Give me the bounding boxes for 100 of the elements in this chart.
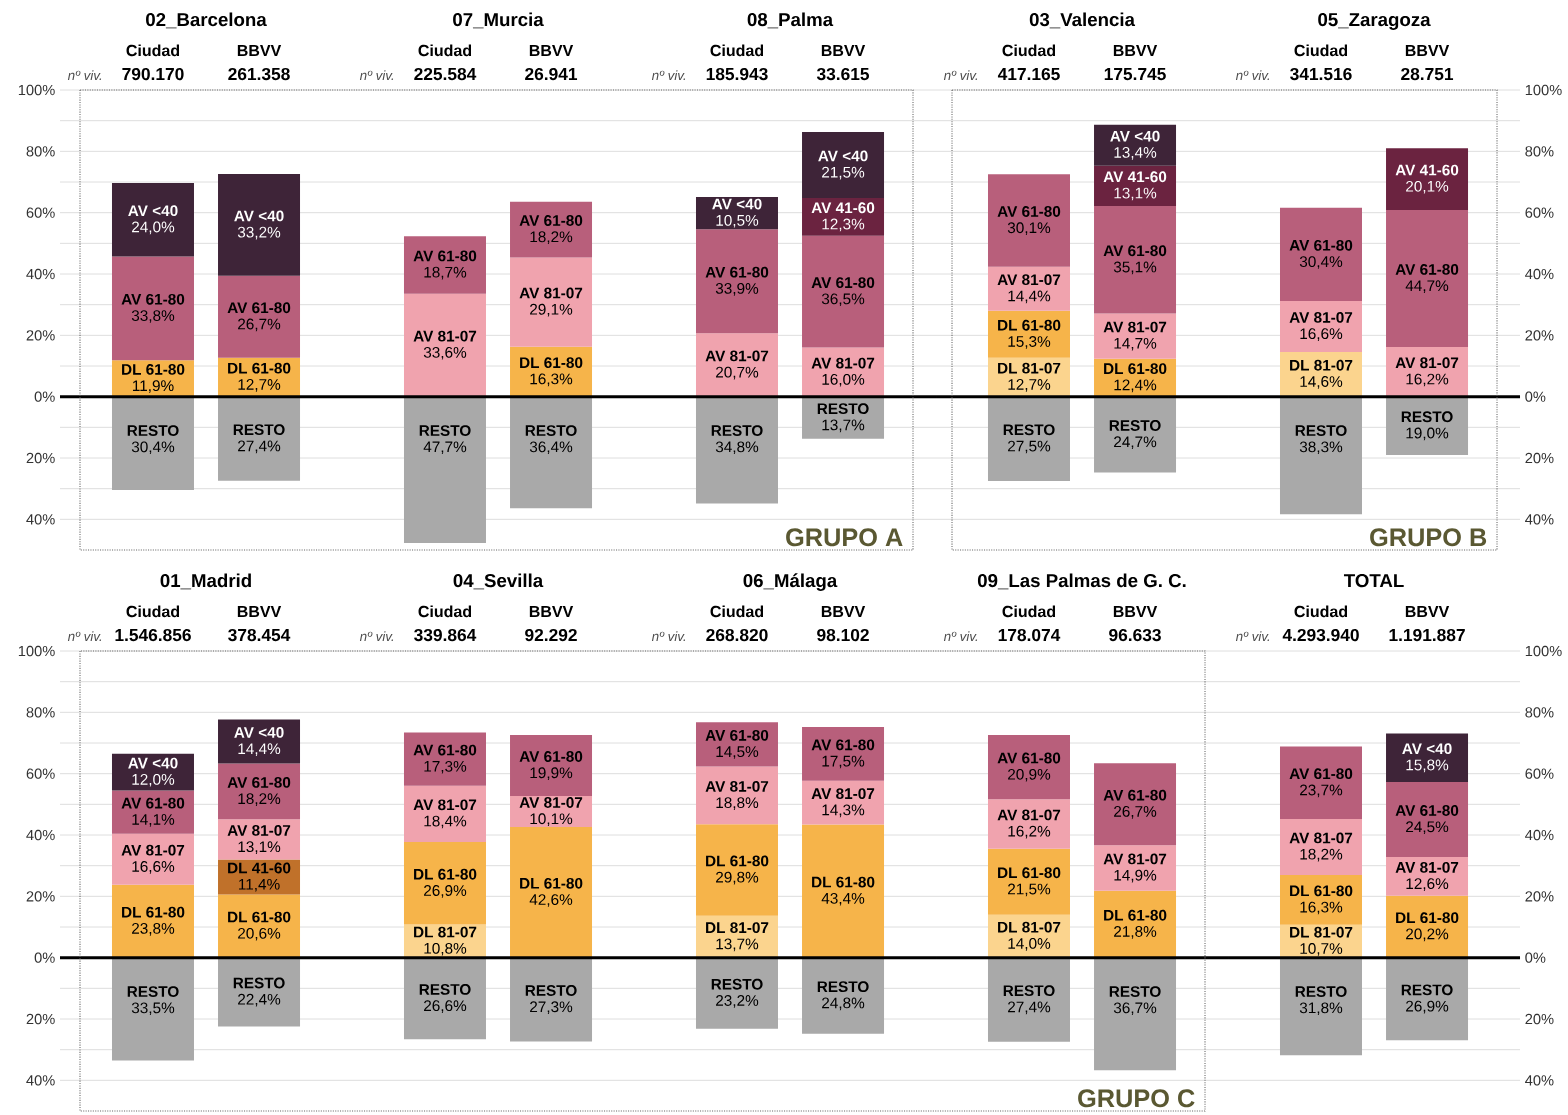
text: AV <40: [818, 150, 868, 162]
bar: [802, 780, 885, 825]
text: DL 61-80: [520, 877, 583, 889]
data-label: 13,7%: [822, 419, 865, 433]
series-label: AV 81-07: [413, 330, 477, 342]
text: 1.546.856: [115, 628, 191, 642]
data-label: 26,9%: [424, 885, 467, 898]
data-label: 14,9%: [1114, 869, 1157, 883]
x-tick-label: BBVV: [1113, 45, 1158, 57]
chart-title: 09_Las Palmas de G. C.: [977, 573, 1186, 590]
bar: [403, 236, 486, 294]
series-label: AV <40: [234, 210, 284, 222]
data-label: 36,7%: [1113, 1002, 1157, 1016]
bar: [218, 275, 301, 358]
series-label: RESTO: [1295, 986, 1347, 997]
bar: [1280, 207, 1362, 301]
x-tick-label: Ciudad: [418, 605, 472, 618]
series-label: RESTO: [419, 425, 471, 436]
series-label: AV <40: [1402, 743, 1452, 755]
series-label: RESTO: [127, 986, 179, 997]
y-tick-label: 80%: [1525, 146, 1554, 157]
series-label: AV 81-07: [705, 350, 769, 362]
text: AV 61-80: [519, 751, 583, 762]
series-label: AV 81-07: [519, 797, 583, 808]
data-label: 16,2%: [1008, 825, 1051, 839]
data-label: 16,3%: [1300, 901, 1343, 915]
bar: [802, 132, 885, 198]
data-label: 20,7%: [716, 366, 759, 380]
data-label: 14,1%: [132, 814, 175, 827]
text: AV 61-80: [1103, 245, 1167, 257]
bar: [218, 719, 301, 764]
chart-title: 08_Palma: [747, 12, 834, 29]
bar: [1280, 874, 1362, 925]
data-label: 20,9%: [1008, 768, 1051, 782]
text: AV 81-07: [1289, 832, 1353, 844]
text: 268.820: [706, 628, 768, 642]
data-label: 23,8%: [132, 922, 175, 936]
chart-title: 05_Zaragoza: [1318, 12, 1431, 30]
x-tick-label: Ciudad: [126, 44, 180, 57]
data-label: 16,6%: [1300, 328, 1343, 341]
series-label: AV <40: [1110, 130, 1160, 142]
series-label: AV 61-80: [121, 797, 185, 809]
x-tick-label: BBVV: [237, 606, 282, 618]
y-tick-label: 0%: [34, 952, 55, 963]
text: AV <40: [234, 727, 284, 738]
data-label: 16,0%: [822, 373, 865, 387]
x-tick-label: Ciudad: [1294, 44, 1348, 57]
x-tick-label: Ciudad: [710, 605, 764, 618]
series-label: RESTO: [1109, 420, 1161, 431]
series-label: DL 81-07: [998, 362, 1061, 374]
y-tick-label: 40%: [26, 268, 55, 280]
bar: [988, 174, 1070, 267]
data-label: 36,4%: [529, 441, 573, 455]
text: AV 61-80: [227, 777, 291, 788]
y-tick-label: 40%: [1525, 268, 1554, 280]
data-label: 30,1%: [1007, 222, 1051, 235]
data-label: 30,4%: [131, 441, 175, 455]
text: nº viv.: [651, 631, 686, 642]
bar: [802, 727, 885, 781]
series-label: AV 81-07: [1395, 357, 1459, 369]
data-label: 20,6%: [238, 927, 281, 941]
text: AV 61-80: [1289, 239, 1353, 251]
text: RESTO: [525, 425, 577, 436]
series-label: DL 61-80: [1104, 363, 1167, 375]
text: AV 81-07: [997, 809, 1061, 821]
bar: [510, 257, 593, 347]
bar: [1280, 819, 1362, 875]
bar: [1280, 746, 1362, 820]
text: nº viv.: [1235, 631, 1270, 642]
x-tick-label: Ciudad: [1294, 605, 1348, 618]
data-label: 33,9%: [715, 283, 759, 296]
series-label: AV <40: [712, 198, 762, 210]
data-label: 21,8%: [1114, 926, 1157, 939]
series-label: AV 41-60: [1103, 171, 1167, 183]
series-label: RESTO: [711, 978, 763, 990]
data-label: 38,3%: [1299, 441, 1343, 455]
text: AV 61-80: [1289, 768, 1353, 780]
y-tick-label: 0%: [1525, 952, 1546, 963]
data-label: 18,2%: [530, 231, 573, 245]
bar: [403, 785, 486, 843]
text: AV 61-80: [227, 302, 291, 314]
x-tick-label: BBVV: [821, 45, 866, 57]
data-label: 33,8%: [131, 310, 175, 323]
text: AV 81-07: [519, 287, 583, 299]
y-tick-label: 20%: [1525, 330, 1554, 341]
text: 261.358: [228, 67, 290, 81]
text: AV 61-80: [1103, 789, 1167, 801]
data-label: 18,4%: [424, 815, 467, 829]
bar: [510, 735, 593, 797]
bar: [1386, 148, 1469, 210]
series-label: AV 41-60: [1395, 164, 1459, 176]
text: DL 61-80: [998, 867, 1061, 879]
y-tick-label: 80%: [26, 707, 55, 718]
bar: [111, 833, 194, 885]
chart-title: 07_Murcia: [453, 12, 544, 29]
bar: [695, 229, 778, 334]
series-label: DL 61-80: [1290, 885, 1353, 897]
text: AV 81-07: [1289, 311, 1353, 323]
text: DL 61-80: [228, 911, 291, 923]
text: 185.943: [706, 67, 768, 81]
